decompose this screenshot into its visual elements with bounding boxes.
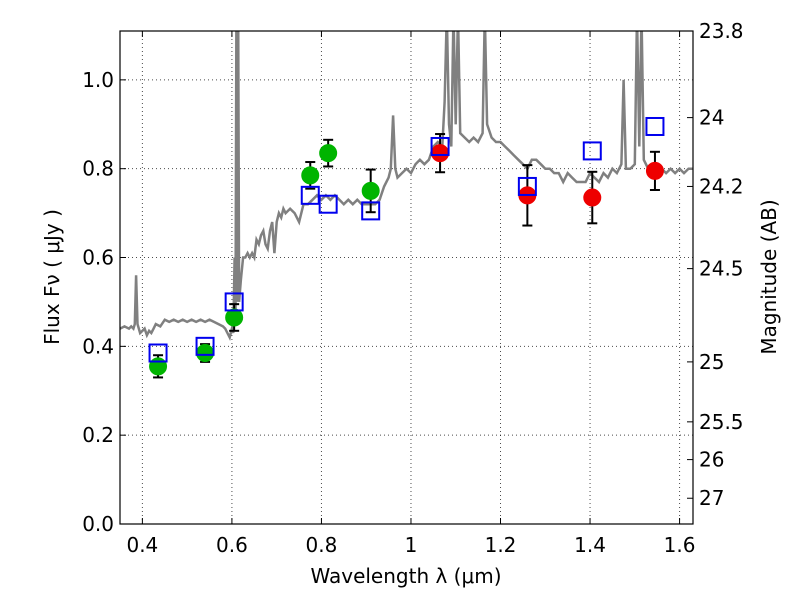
data-point-red-2 (583, 188, 602, 207)
y-axis-ticks: 0.0 0.2 0.4 0.6 0.8 1.0 (82, 68, 126, 536)
x-tick-label-5: 1.4 (574, 533, 606, 557)
y2-tick-label-6: 26 (699, 448, 724, 472)
data-point-green-5 (361, 181, 380, 200)
y-tick-label-2: 0.4 (82, 334, 114, 358)
y2-tick-label-1: 24 (699, 106, 724, 130)
y2-tick-label-7: 27 (699, 486, 724, 510)
model-point-4 (318, 194, 338, 214)
y-tick-label-1: 0.2 (82, 423, 114, 447)
y2-tick-label-5: 25.5 (699, 410, 744, 434)
y2-tick-label-4: 25 (699, 350, 724, 374)
grid (120, 31, 693, 525)
y2-tick-label-0: 23.8 (699, 19, 744, 43)
y-tick-label-0: 0.0 (82, 512, 114, 536)
data-point-red-0 (431, 144, 450, 163)
y-tick-label-3: 0.6 (82, 246, 114, 270)
y2-tick-label-2: 24.2 (699, 174, 744, 198)
y-tick-label-5: 1.0 (82, 68, 114, 92)
error-bars (153, 133, 660, 379)
data-point-green-3 (301, 166, 320, 185)
data-point-green-1 (196, 344, 215, 363)
spectrum-series (120, 31, 693, 342)
y-axis-label: Flux Fν ( μJy ) (40, 209, 64, 345)
x-axis-ticks: 0.4 0.6 0.8 1 1.2 1.4 1.6 (126, 31, 695, 557)
model-point-5 (361, 201, 381, 221)
x-tick-label-2: 0.8 (306, 533, 338, 557)
model-point-7 (517, 176, 537, 196)
model-point-1 (195, 336, 215, 356)
data-point-green-2 (225, 308, 244, 327)
model-markers (148, 116, 665, 363)
data-point-green-4 (319, 144, 338, 163)
x-tick-label-6: 1.6 (664, 533, 696, 557)
model-point-9 (645, 116, 665, 136)
plot-frame (119, 30, 694, 525)
model-point-0 (148, 343, 168, 363)
x-tick-label-3: 1 (405, 533, 418, 557)
model-point-2 (224, 292, 244, 312)
data-point-green-0 (149, 357, 168, 376)
spectrum-line (120, 31, 693, 342)
x-tick-label-1: 0.6 (216, 533, 248, 557)
model-point-6 (430, 136, 450, 156)
y2-axis-label: Magnitude (AB) (757, 199, 781, 354)
y2-tick-label-3: 24.5 (699, 257, 744, 281)
y-tick-label-4: 0.8 (82, 157, 114, 181)
x-axis-label: Wavelength λ (μm) (310, 564, 501, 588)
x-tick-label-4: 1.2 (485, 533, 517, 557)
x-tick-label-0: 0.4 (126, 533, 158, 557)
y2-axis-ticks: 23.8 24 24.2 24.5 25 25.5 26 27 (687, 19, 744, 510)
data-point-red-3 (645, 161, 664, 180)
model-point-8 (582, 141, 602, 161)
